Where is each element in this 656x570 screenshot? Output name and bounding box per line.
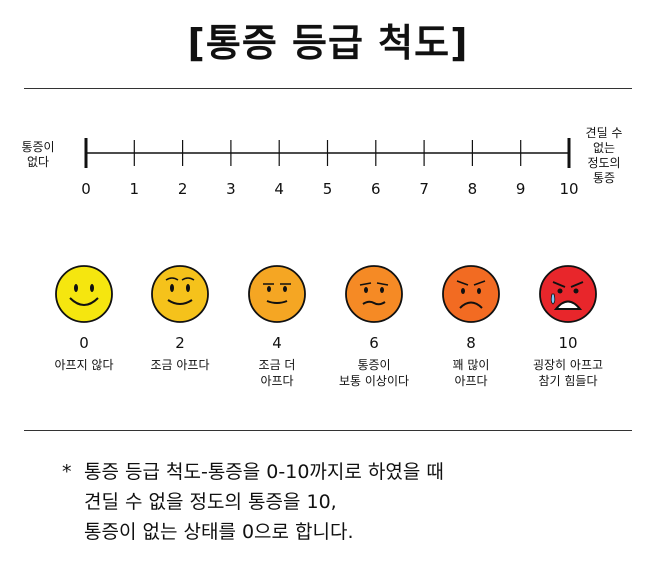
tick-label-5: 5 [322,180,333,198]
tick-label-0: 0 [81,180,91,198]
page-title: [통증 등급 척도] [187,21,469,65]
scale-ticks [84,138,571,168]
bottom-divider [24,430,632,431]
face-value-4: 4 [272,334,282,352]
tick-label-8: 8 [467,180,478,198]
face-icon-2 [150,264,210,324]
scale-right-label: 견딜 수 없는 정도의 통증 [585,126,623,185]
tick-label-2: 2 [177,180,188,198]
face-label-2: 조금 아프다 [150,358,210,372]
face-label-0: 아프지 않다 [54,358,114,372]
tick-label-1: 1 [129,180,140,198]
face-value-10: 10 [558,334,578,352]
face-label-6: 통증이 보통 이상이다 [338,358,410,388]
face-value-8: 8 [466,334,476,352]
tick-label-3: 3 [226,180,236,198]
tick-label-9: 9 [515,180,526,198]
face-label-10: 굉장히 아프고 참기 힘들다 [532,358,604,388]
face-value-6: 6 [369,334,379,352]
pain-scale-line [84,138,571,168]
face-label-8: 꽤 많이 아프다 [452,358,490,388]
face-value-2: 2 [175,334,185,352]
scale-left-label: 통증이 없다 [21,140,55,169]
face-icon-4 [247,264,307,324]
tick-label-7: 7 [419,180,429,198]
face-label-4: 조금 더 아프다 [258,358,296,388]
face-icon-6 [344,264,404,324]
footnote-marker: * [62,461,72,483]
tick-label-6: 6 [371,180,381,198]
footnote: * 통증 등급 척도-통증을 0-10까지로 하였을 때 견딜 수 없을 정도의… [62,457,642,547]
top-divider [24,88,632,89]
face-icon-10 [538,264,598,324]
tick-label-4: 4 [274,180,284,198]
footnote-text: 통증 등급 척도-통증을 0-10까지로 하였을 때 견딜 수 없을 정도의 통… [84,461,444,543]
face-icon-0 [54,264,114,324]
face-icon-8 [441,264,501,324]
face-value-0: 0 [79,334,89,352]
tick-label-10: 10 [559,180,579,198]
